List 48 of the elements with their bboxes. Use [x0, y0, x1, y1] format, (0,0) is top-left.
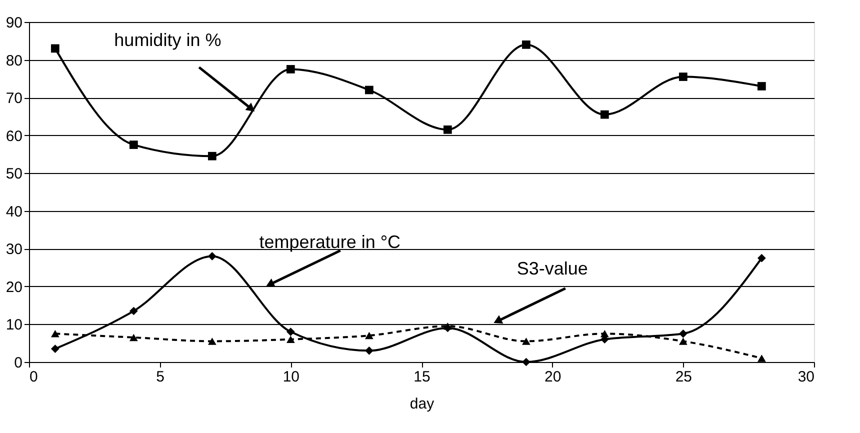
annotation: S3-value [516, 258, 588, 278]
x-tick-label: 25 [675, 368, 692, 386]
y-tick-label: 40 [6, 203, 22, 220]
point [678, 329, 688, 338]
y-tick-label: 60 [6, 128, 22, 145]
point [757, 82, 766, 90]
point [757, 254, 766, 262]
point [364, 346, 374, 355]
x-tick-label: 5 [156, 368, 165, 386]
point [286, 65, 295, 74]
point [286, 328, 295, 336]
point [522, 338, 530, 345]
x-tick-label: 15 [414, 368, 430, 386]
point [600, 110, 609, 119]
point [129, 334, 138, 342]
y-tick-label: 30 [6, 241, 22, 258]
point [678, 338, 688, 345]
y-tick-label: 90 [6, 14, 22, 32]
x-tick-label: 0 [30, 368, 38, 386]
annotation: temperature in °C [259, 232, 401, 252]
point [129, 306, 138, 316]
point [364, 332, 374, 340]
point [364, 86, 374, 94]
x-tick-label: 20 [544, 368, 562, 386]
point [522, 40, 530, 49]
y-tick-label: 10 [6, 316, 22, 334]
point [50, 344, 60, 353]
x-axis-title: day [410, 396, 435, 412]
point [678, 72, 688, 81]
point [600, 330, 609, 338]
y-tick-label: 0 [14, 354, 22, 372]
point [129, 140, 138, 149]
point [208, 338, 216, 345]
point [208, 152, 216, 160]
point [443, 322, 452, 330]
y-tick-label: 50 [6, 166, 22, 183]
x-tick-label: 10 [282, 368, 300, 386]
point [443, 125, 452, 134]
y-tick-label: 20 [6, 278, 22, 296]
annotation: humidity in % [114, 30, 222, 50]
y-tick-label: 80 [6, 52, 22, 70]
point [50, 330, 60, 338]
point [50, 44, 60, 53]
x-tick-label: 30 [798, 368, 814, 386]
point [208, 252, 216, 260]
point [286, 336, 295, 343]
point [757, 354, 766, 362]
y-tick-label: 70 [6, 90, 22, 108]
